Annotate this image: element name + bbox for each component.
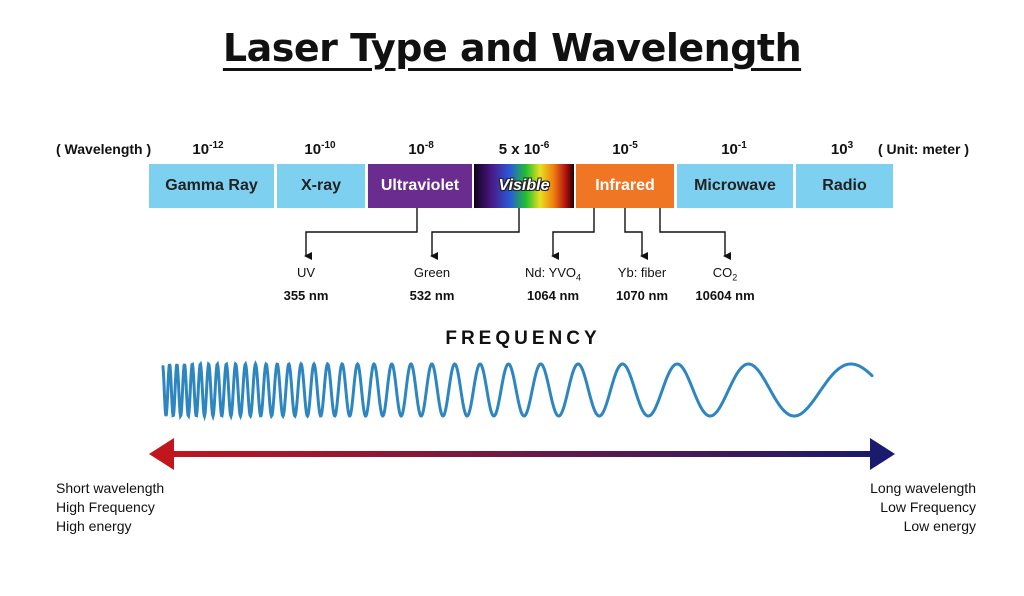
band-visible: Visible (474, 164, 574, 208)
exponent-ultraviolet: 10-8 (408, 140, 434, 158)
band-x-ray: X-ray (277, 164, 365, 208)
spectrum-arrow-shaft (168, 451, 876, 457)
unit-label: ( Unit: meter ) (878, 141, 969, 157)
exponent-microwave: 10-1 (721, 140, 747, 158)
exponent-infrared: 10-5 (612, 140, 638, 158)
laser-yb-fiber: Yb: fiber 1070 nm (615, 265, 669, 303)
band-gamma-ray: Gamma Ray (149, 164, 274, 208)
laser-pointer-lines (304, 208, 731, 260)
laser-green: Green 532 nm (409, 265, 455, 303)
pointer-ndyvo4 (551, 208, 595, 260)
left-note-frequency: High Frequency (56, 499, 155, 515)
pointer-yb-fiber (624, 208, 648, 260)
band-infrared: Infrared (576, 164, 674, 208)
laser-uv: UV 355 nm (283, 265, 329, 303)
pointer-co2 (659, 208, 731, 260)
exponent-xray: 10-10 (304, 140, 336, 158)
left-notes: Short wavelength High Frequency High ene… (56, 479, 164, 536)
pointer-uv (304, 208, 418, 260)
left-note-wavelength: Short wavelength (56, 480, 165, 496)
right-note-frequency: Low Frequency (880, 499, 976, 515)
right-note-energy: Low energy (903, 518, 976, 534)
band-radio: Radio (796, 164, 893, 208)
arrow-left-head (149, 438, 174, 470)
exponent-visible: 5 x 10-6 (498, 140, 550, 158)
right-notes: Long wavelength Low Frequency Low energy (870, 479, 976, 536)
right-note-wavelength: Long wavelength (870, 480, 976, 496)
exponent-radio: 103 (830, 140, 854, 158)
frequency-wave (161, 360, 874, 422)
exponent-gamma: 10-12 (192, 140, 224, 158)
wavelength-label: ( Wavelength ) (56, 141, 152, 157)
laser-co2: CO2 10604 nm (695, 265, 755, 303)
band-ultraviolet: Ultraviolet (368, 164, 472, 208)
spectrum-arrow (149, 438, 895, 470)
page-title: Laser Type and Wavelength (222, 26, 802, 70)
band-microwave: Microwave (677, 164, 793, 208)
left-note-energy: High energy (56, 518, 132, 534)
arrow-right-head (870, 438, 895, 470)
frequency-label: FREQUENCY (445, 328, 601, 349)
laser-ndyvo4: Nd: YVO4 1064 nm (524, 265, 582, 303)
pointer-green (430, 208, 520, 260)
